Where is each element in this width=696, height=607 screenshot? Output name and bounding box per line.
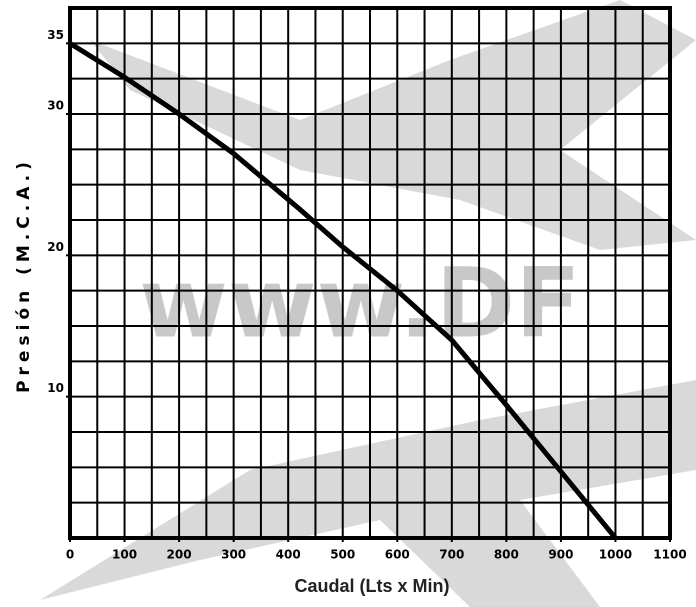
x-tick-label: 1000	[599, 548, 632, 562]
x-tick-label: 500	[330, 548, 355, 562]
y-tick-label: 10	[47, 381, 64, 395]
x-tick-label: 200	[167, 548, 192, 562]
x-tick-label: 400	[276, 548, 301, 562]
y-tick-label: 35	[47, 28, 64, 42]
y-tick-label: 30	[47, 99, 64, 113]
plot-frame	[68, 6, 672, 540]
x-tick-label: 700	[439, 548, 464, 562]
x-tick-label: 800	[494, 548, 519, 562]
y-axis-title: Presión (M.C.A.)	[14, 157, 34, 393]
curve	[68, 41, 618, 540]
x-tick-label: 100	[112, 548, 137, 562]
x-tick-label: 300	[221, 548, 246, 562]
x-axis-title: Caudal (Lts x Min)	[294, 576, 449, 596]
x-tick-label: 600	[385, 548, 410, 562]
x-tick-label: 0	[66, 548, 74, 562]
x-tick-label: 900	[548, 548, 573, 562]
x-tick-label: 1100	[653, 548, 686, 562]
y-tick-label: 20	[47, 240, 64, 254]
